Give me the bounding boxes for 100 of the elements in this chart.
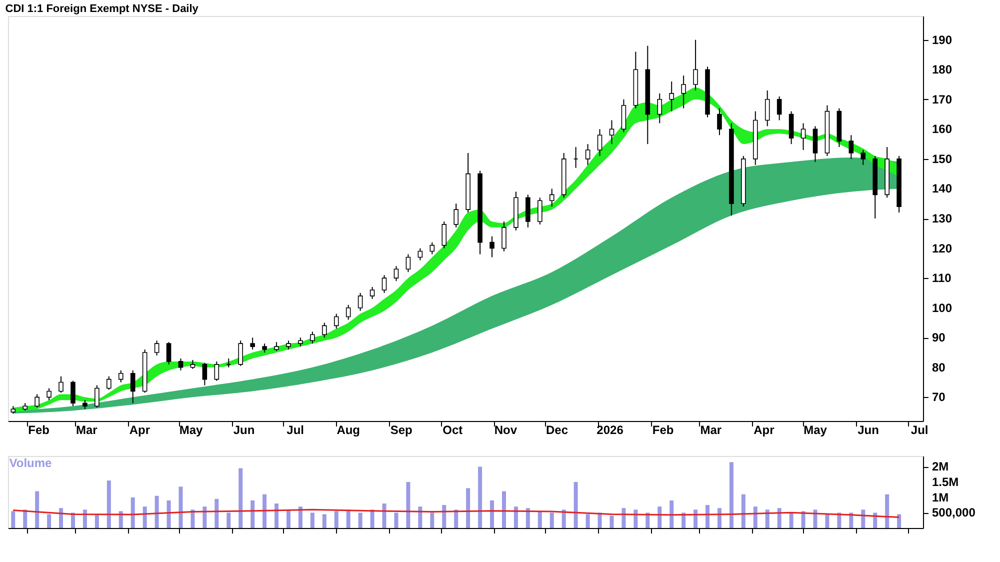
bar <box>777 508 782 528</box>
candlestick <box>250 337 255 350</box>
bar <box>598 512 602 528</box>
candlestick <box>394 266 399 282</box>
candlestick <box>442 220 447 249</box>
bar <box>106 480 111 528</box>
bar <box>729 462 734 528</box>
candlestick <box>848 134 854 160</box>
candlestick <box>322 322 327 338</box>
candlestick <box>334 313 339 330</box>
bar <box>562 510 566 528</box>
bar <box>334 511 338 528</box>
bar <box>670 500 674 528</box>
candlestick <box>58 376 64 394</box>
bar <box>861 510 866 528</box>
bar <box>298 506 302 528</box>
candlestick <box>526 194 530 228</box>
bar <box>706 505 710 528</box>
candlestick <box>178 358 184 371</box>
y-tick-label: 120 <box>932 241 952 256</box>
candlestick <box>382 274 387 294</box>
bar <box>658 506 662 528</box>
bar <box>214 498 219 528</box>
x-tick-label: Aug <box>336 423 360 437</box>
x-tick-label: Mar <box>76 423 98 437</box>
y-tick-label: 170 <box>932 92 952 106</box>
bar <box>202 506 207 528</box>
bar <box>490 500 494 528</box>
bar <box>765 510 770 528</box>
bar <box>11 511 16 528</box>
bar <box>358 512 362 528</box>
bar <box>717 508 722 528</box>
bar <box>370 510 374 528</box>
candlestick <box>166 342 172 365</box>
candlestick <box>490 236 494 258</box>
chart-title: Volume <box>9 456 52 470</box>
candlestick <box>549 188 554 208</box>
candlestick <box>46 388 52 401</box>
x-tick-label: Apr <box>754 423 775 437</box>
x-tick-label: Jun <box>233 423 255 437</box>
candlestick <box>609 120 614 145</box>
bar <box>59 508 64 528</box>
candlestick <box>537 197 542 225</box>
bar <box>262 494 267 528</box>
y-tick-label: 70 <box>932 390 946 404</box>
bar <box>454 510 458 528</box>
bar <box>190 510 195 528</box>
y-tick-label: 500,000 <box>932 506 976 520</box>
bar <box>154 496 159 528</box>
line-series <box>12 508 900 518</box>
bar <box>466 488 470 528</box>
x-tick-label: Sep <box>390 423 412 437</box>
bar <box>286 510 290 528</box>
bar <box>94 514 99 528</box>
bar <box>873 512 878 528</box>
candlestick <box>681 75 686 109</box>
bar <box>849 512 854 528</box>
bar <box>897 514 902 528</box>
bar <box>406 482 410 528</box>
candlestick <box>776 96 782 121</box>
bar <box>514 506 518 528</box>
candlestick <box>585 144 590 166</box>
bar <box>250 500 255 528</box>
x-tick-label: Feb <box>28 423 50 437</box>
y-tick-label: 190 <box>932 32 952 47</box>
y-tick-label: 90 <box>932 330 946 345</box>
bar <box>166 500 171 528</box>
bar <box>885 494 890 528</box>
bar <box>753 506 758 528</box>
candlestick <box>370 286 375 300</box>
candlestick <box>418 248 423 261</box>
candlestick <box>94 384 100 408</box>
bar <box>646 512 650 528</box>
bar <box>682 512 686 528</box>
y-tick-label: 130 <box>932 212 952 226</box>
candlestick <box>812 126 818 162</box>
candlestick <box>130 370 136 404</box>
bar <box>586 514 590 528</box>
bar <box>394 512 398 528</box>
y-tick-label: 1M <box>932 490 949 504</box>
x-tick-label: Jul <box>910 423 928 437</box>
bar <box>382 503 386 528</box>
candlestick <box>502 220 506 252</box>
bar <box>226 512 231 528</box>
candlestick <box>118 370 124 383</box>
candlestick <box>214 360 220 382</box>
bar <box>23 510 28 528</box>
bar <box>550 512 554 528</box>
bar <box>694 510 698 528</box>
y-tick-label: 1.5M <box>932 475 959 490</box>
candlestick <box>106 376 112 390</box>
y-tick-label: 160 <box>932 122 952 136</box>
candlestick <box>693 39 698 91</box>
candlestick <box>764 90 770 127</box>
candlestick <box>238 340 243 366</box>
candlestick <box>406 254 411 273</box>
bar <box>442 505 446 528</box>
candlestick <box>430 242 435 255</box>
y-tick-label: 2M <box>932 460 949 474</box>
x-tick-label: Feb <box>652 423 674 437</box>
